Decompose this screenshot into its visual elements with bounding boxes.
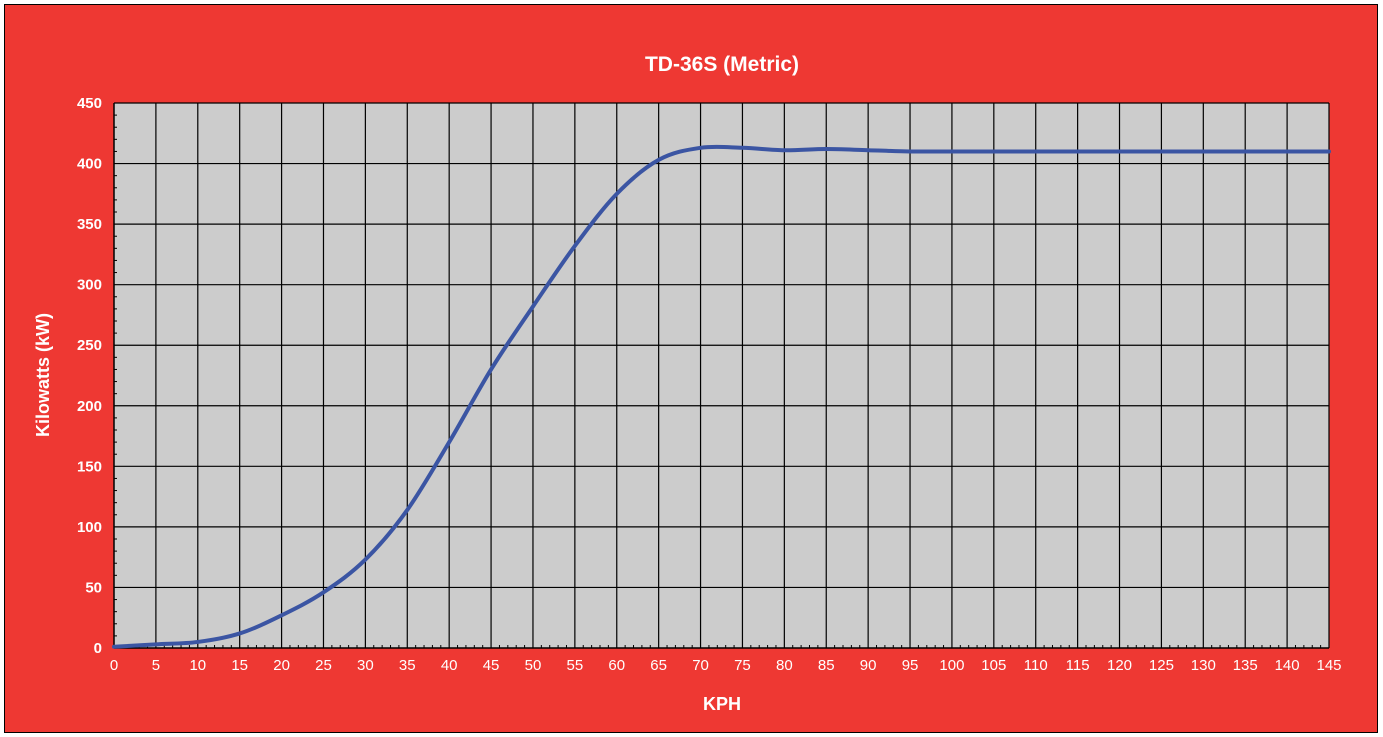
x-tick-label: 70 <box>692 657 709 674</box>
data-point <box>700 147 702 149</box>
data-point <box>113 646 115 648</box>
data-point <box>909 150 911 152</box>
x-tick-label: 95 <box>902 657 919 674</box>
x-tick-label: 135 <box>1233 657 1258 674</box>
data-point <box>197 641 199 643</box>
data-point <box>1160 150 1162 152</box>
y-tick-label: 250 <box>77 337 102 354</box>
y-tick-label: 300 <box>77 277 102 294</box>
series-layer <box>112 144 1331 649</box>
x-tick-label: 140 <box>1275 657 1300 674</box>
grid-lines <box>114 102 1330 648</box>
y-axis-title: Kilowatts (kW) <box>33 313 53 437</box>
x-tick-label: 20 <box>273 657 290 674</box>
data-point <box>155 643 157 645</box>
y-tick-label: 350 <box>77 216 102 233</box>
x-tick-label: 75 <box>734 657 751 674</box>
y-tick-label: 400 <box>77 156 102 173</box>
axes <box>113 103 1329 649</box>
y-tick-label: 450 <box>77 95 102 112</box>
data-point <box>616 193 618 195</box>
data-point <box>993 150 995 152</box>
plot-area <box>114 103 1329 648</box>
data-point <box>1119 150 1121 152</box>
y-tick-label: 150 <box>77 458 102 475</box>
data-point <box>1202 150 1204 152</box>
x-tick-label: 125 <box>1149 657 1174 674</box>
data-point <box>1077 150 1079 152</box>
x-tick-label: 80 <box>776 657 793 674</box>
data-point <box>825 148 827 150</box>
y-tick-label: 50 <box>85 579 102 596</box>
data-point <box>574 245 576 247</box>
x-tick-label: 130 <box>1191 657 1216 674</box>
x-tick-label: 10 <box>189 657 206 674</box>
data-point <box>658 159 660 161</box>
x-tick-label: 35 <box>399 657 416 674</box>
chart-title: TD-36S (Metric) <box>645 53 799 76</box>
y-tick-labels: 0 50 100 150 200 250 300 350 400 450 <box>77 95 102 657</box>
data-point <box>490 368 492 370</box>
x-tick-label: 50 <box>525 657 542 674</box>
x-axis-title: KPH <box>703 694 741 714</box>
data-point <box>1286 150 1288 152</box>
data-point <box>281 614 283 616</box>
y-tick-label: 0 <box>94 640 102 657</box>
x-tick-label: 145 <box>1316 657 1341 674</box>
y-tick-label: 200 <box>77 398 102 415</box>
x-tick-label: 5 <box>152 657 160 674</box>
data-point <box>1328 150 1330 152</box>
x-tick-label: 60 <box>608 657 625 674</box>
data-point <box>741 147 743 149</box>
x-tick-label: 25 <box>315 657 332 674</box>
data-point <box>951 150 953 152</box>
x-tick-label: 85 <box>818 657 835 674</box>
data-point <box>364 559 366 561</box>
x-tick-label: 120 <box>1107 657 1132 674</box>
x-tick-labels: 0 5 10 15 20 25 30 35 40 45 50 55 60 65 70 75 80 85 90 95 10… <box>110 657 1342 674</box>
data-point <box>406 509 408 511</box>
x-tick-label: 115 <box>1066 657 1090 674</box>
x-tick-label: 90 <box>860 657 877 674</box>
data-point <box>532 305 534 307</box>
data-point <box>1035 150 1037 152</box>
x-tick-label: 100 <box>939 657 964 674</box>
data-point <box>867 149 869 151</box>
x-tick-label: 110 <box>1024 657 1048 674</box>
x-tick-label: 55 <box>567 657 584 674</box>
x-tick-label: 105 <box>981 657 1006 674</box>
x-tick-label: 0 <box>110 657 118 674</box>
x-tick-label: 40 <box>441 657 458 674</box>
data-point <box>448 441 450 443</box>
x-tick-label: 45 <box>483 657 500 674</box>
data-point <box>239 632 241 634</box>
x-tick-label: 65 <box>650 657 667 674</box>
data-point <box>322 591 324 593</box>
data-point <box>783 149 785 151</box>
y-tick-label: 100 <box>77 519 102 536</box>
x-tick-label: 30 <box>357 657 374 674</box>
data-point <box>1244 150 1246 152</box>
x-tick-label: 15 <box>231 657 248 674</box>
